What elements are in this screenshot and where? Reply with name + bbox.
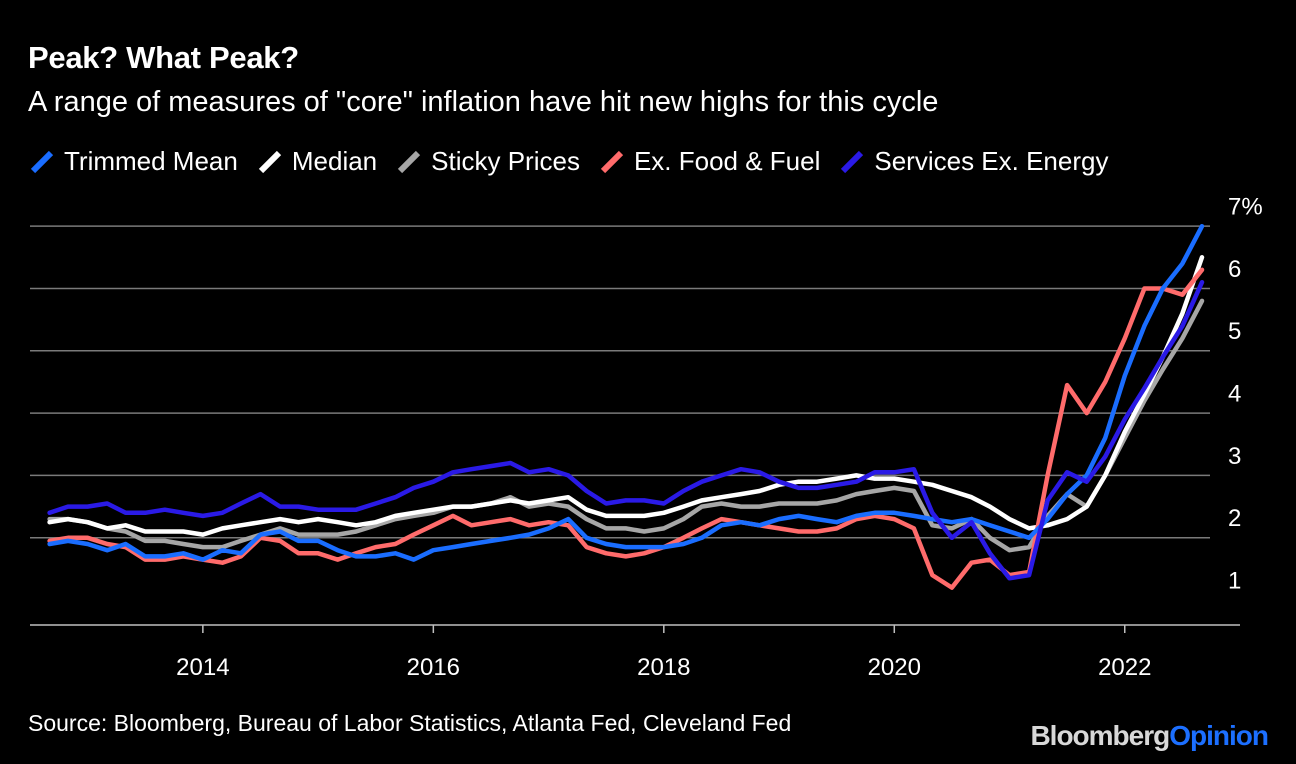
y-tick-label-5: 5 [1228, 318, 1241, 345]
y-tick-label-4: 4 [1228, 380, 1241, 407]
brand-logo: BloombergOpinion [1030, 720, 1269, 752]
series-line-services [47, 279, 1205, 581]
legend-label-ex-food-fuel: Ex. Food & Fuel [633, 146, 821, 176]
chart-subtitle: A range of measures of "core" inflation … [28, 86, 939, 118]
legend-label-median: Median [291, 146, 378, 176]
y-axis-labels: 1 2 3 4 5 6 7% [1228, 194, 1263, 595]
legend-swatch-trimmed-mean [30, 150, 54, 174]
legend-item-ex-food-fuel: Ex. Food & Fuel [600, 146, 820, 177]
legend-label-trimmed-mean: Trimmed Mean [64, 146, 238, 176]
legend-swatch-sticky [397, 150, 421, 174]
legend: Trimmed Mean Median Sticky Prices Ex. Fo… [30, 146, 1128, 177]
legend-item-median: Median [258, 146, 377, 177]
series-lines [47, 223, 1205, 590]
y-tick-label-7: 7% [1228, 194, 1263, 221]
legend-swatch-median [258, 150, 282, 174]
legend-label-sticky: Sticky Prices [431, 146, 580, 176]
y-tick-label-3: 3 [1228, 443, 1241, 470]
y-tick-label-2: 2 [1228, 505, 1241, 532]
legend-swatch-services [840, 150, 864, 174]
brand-part-opinion: Opinion [1169, 720, 1269, 751]
brand-part-bloomberg: Bloomberg [1030, 720, 1170, 751]
x-tick-label-2016: 2016 [407, 654, 460, 681]
chart-title: Peak? What Peak? [28, 40, 299, 75]
legend-item-services: Services Ex. Energy [840, 146, 1108, 177]
source-note: Source: Bloomberg, Bureau of Labor Stati… [28, 710, 792, 736]
legend-swatch-ex-food-fuel [600, 150, 624, 174]
x-tick-label-2022: 2022 [1098, 654, 1151, 681]
legend-label-services: Services Ex. Energy [874, 146, 1109, 176]
series-line-sticky [47, 298, 1205, 553]
legend-item-trimmed-mean: Trimmed Mean [30, 146, 238, 177]
x-axis: 2014 2016 2018 2020 2022 [30, 624, 1240, 681]
x-tick-label-2020: 2020 [868, 654, 921, 681]
y-tick-label-1: 1 [1228, 567, 1241, 594]
x-tick-label-2014: 2014 [176, 654, 229, 681]
gridlines [30, 225, 1210, 539]
y-tick-label-6: 6 [1228, 256, 1241, 283]
x-tick-label-2018: 2018 [637, 654, 690, 681]
series-line-trimmed-mean [47, 223, 1205, 562]
series-line-median [47, 255, 1205, 537]
legend-item-sticky: Sticky Prices [397, 146, 580, 177]
